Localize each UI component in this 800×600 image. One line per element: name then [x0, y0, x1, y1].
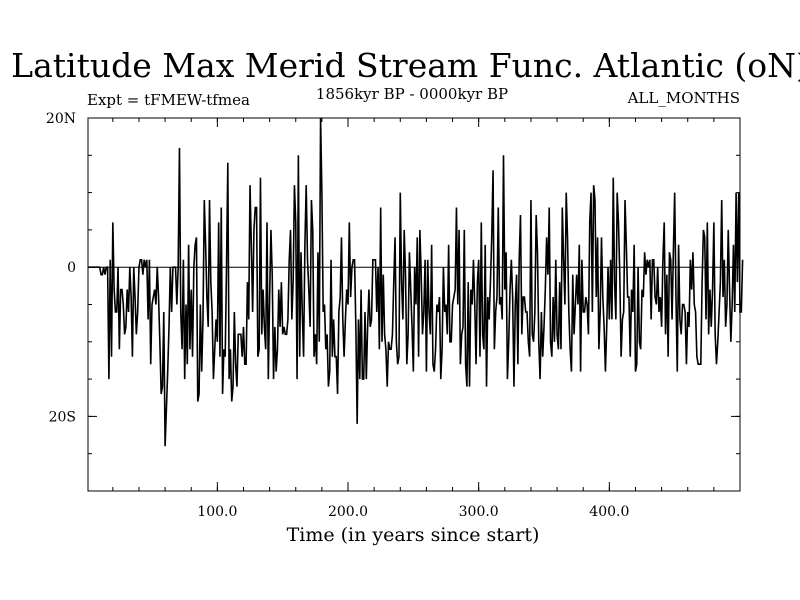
y-tick-label: 0: [67, 260, 76, 276]
x-tick-label: 400.0: [589, 504, 629, 520]
chart-subtitle-period: 1856kyr BP - 0000kyr BP: [316, 85, 508, 103]
x-tick-label: 100.0: [197, 504, 237, 520]
chart-title: Latitude Max Merid Stream Func. Atlantic…: [11, 46, 800, 85]
x-axis-label: Time (in years since start): [287, 524, 540, 546]
chart-subtitle-expt: Expt = tFMEW-tfmea: [87, 91, 250, 109]
x-tick-label: 300.0: [459, 504, 499, 520]
tick-labels: 100.0 200.0 300.0 400.0 20N 0 20S: [46, 111, 629, 520]
data-series-line: [88, 117, 744, 447]
chart-subtitle-months: ALL_MONTHS: [627, 89, 740, 107]
x-tick-label: 200.0: [328, 504, 368, 520]
y-tick-label: 20N: [46, 111, 76, 127]
y-tick-label: 20S: [49, 409, 76, 425]
plot-frame: [87, 117, 741, 492]
